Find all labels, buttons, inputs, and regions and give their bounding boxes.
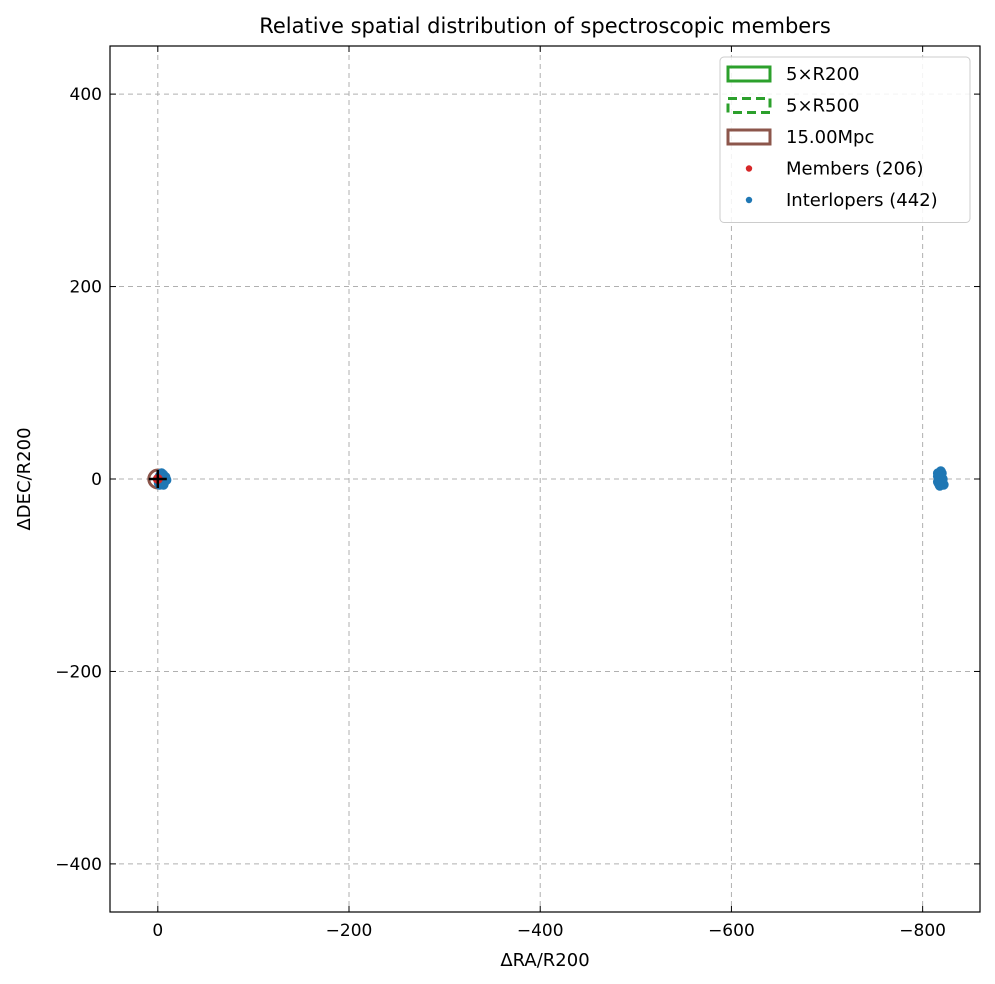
legend-dot-marker (745, 165, 753, 172)
y-axis-label: ΔDEC/R200 (14, 427, 35, 530)
legend-label: Members (206) (786, 159, 924, 180)
interloper-point (932, 468, 943, 479)
legend-label: 5×R500 (786, 96, 859, 117)
ticks-layer: 0 −200 −400 −600 −800 400 200 0 −200 −400 (55, 46, 980, 941)
legend-dot-marker (745, 196, 753, 204)
x-tick-label: −400 (517, 921, 564, 941)
legend-rect-marker (726, 65, 772, 83)
legend-label: 5×R200 (786, 64, 859, 85)
legend-box (719, 56, 971, 223)
legend-rect-marker (726, 97, 772, 114)
y-tick-label: 200 (70, 278, 102, 298)
x-tick-label: −600 (708, 921, 755, 941)
interloper-point (934, 480, 945, 491)
marks-layer (147, 466, 949, 491)
x-axis-label: ΔRA/R200 (500, 950, 589, 971)
legend: 5×R200 5×R500 15.00Mpc Members (206) Interlo… (719, 56, 971, 223)
legend-label: Interlopers (442) (786, 190, 938, 211)
x-tick-label: 0 (152, 921, 163, 941)
legend-label: 15.00Mpc (786, 127, 874, 148)
grid-layer (110, 46, 980, 912)
y-tick-label: 0 (91, 470, 102, 490)
legend-rect-marker (726, 128, 772, 146)
x-tick-label: −800 (899, 921, 946, 941)
chart-title: Relative spatial distribution of spectro… (259, 14, 831, 38)
center-marker (148, 470, 167, 488)
x-tick-label: −200 (326, 921, 373, 941)
y-tick-label: −400 (55, 855, 102, 875)
y-tick-label: 400 (70, 85, 102, 105)
y-tick-label: −200 (55, 662, 102, 682)
